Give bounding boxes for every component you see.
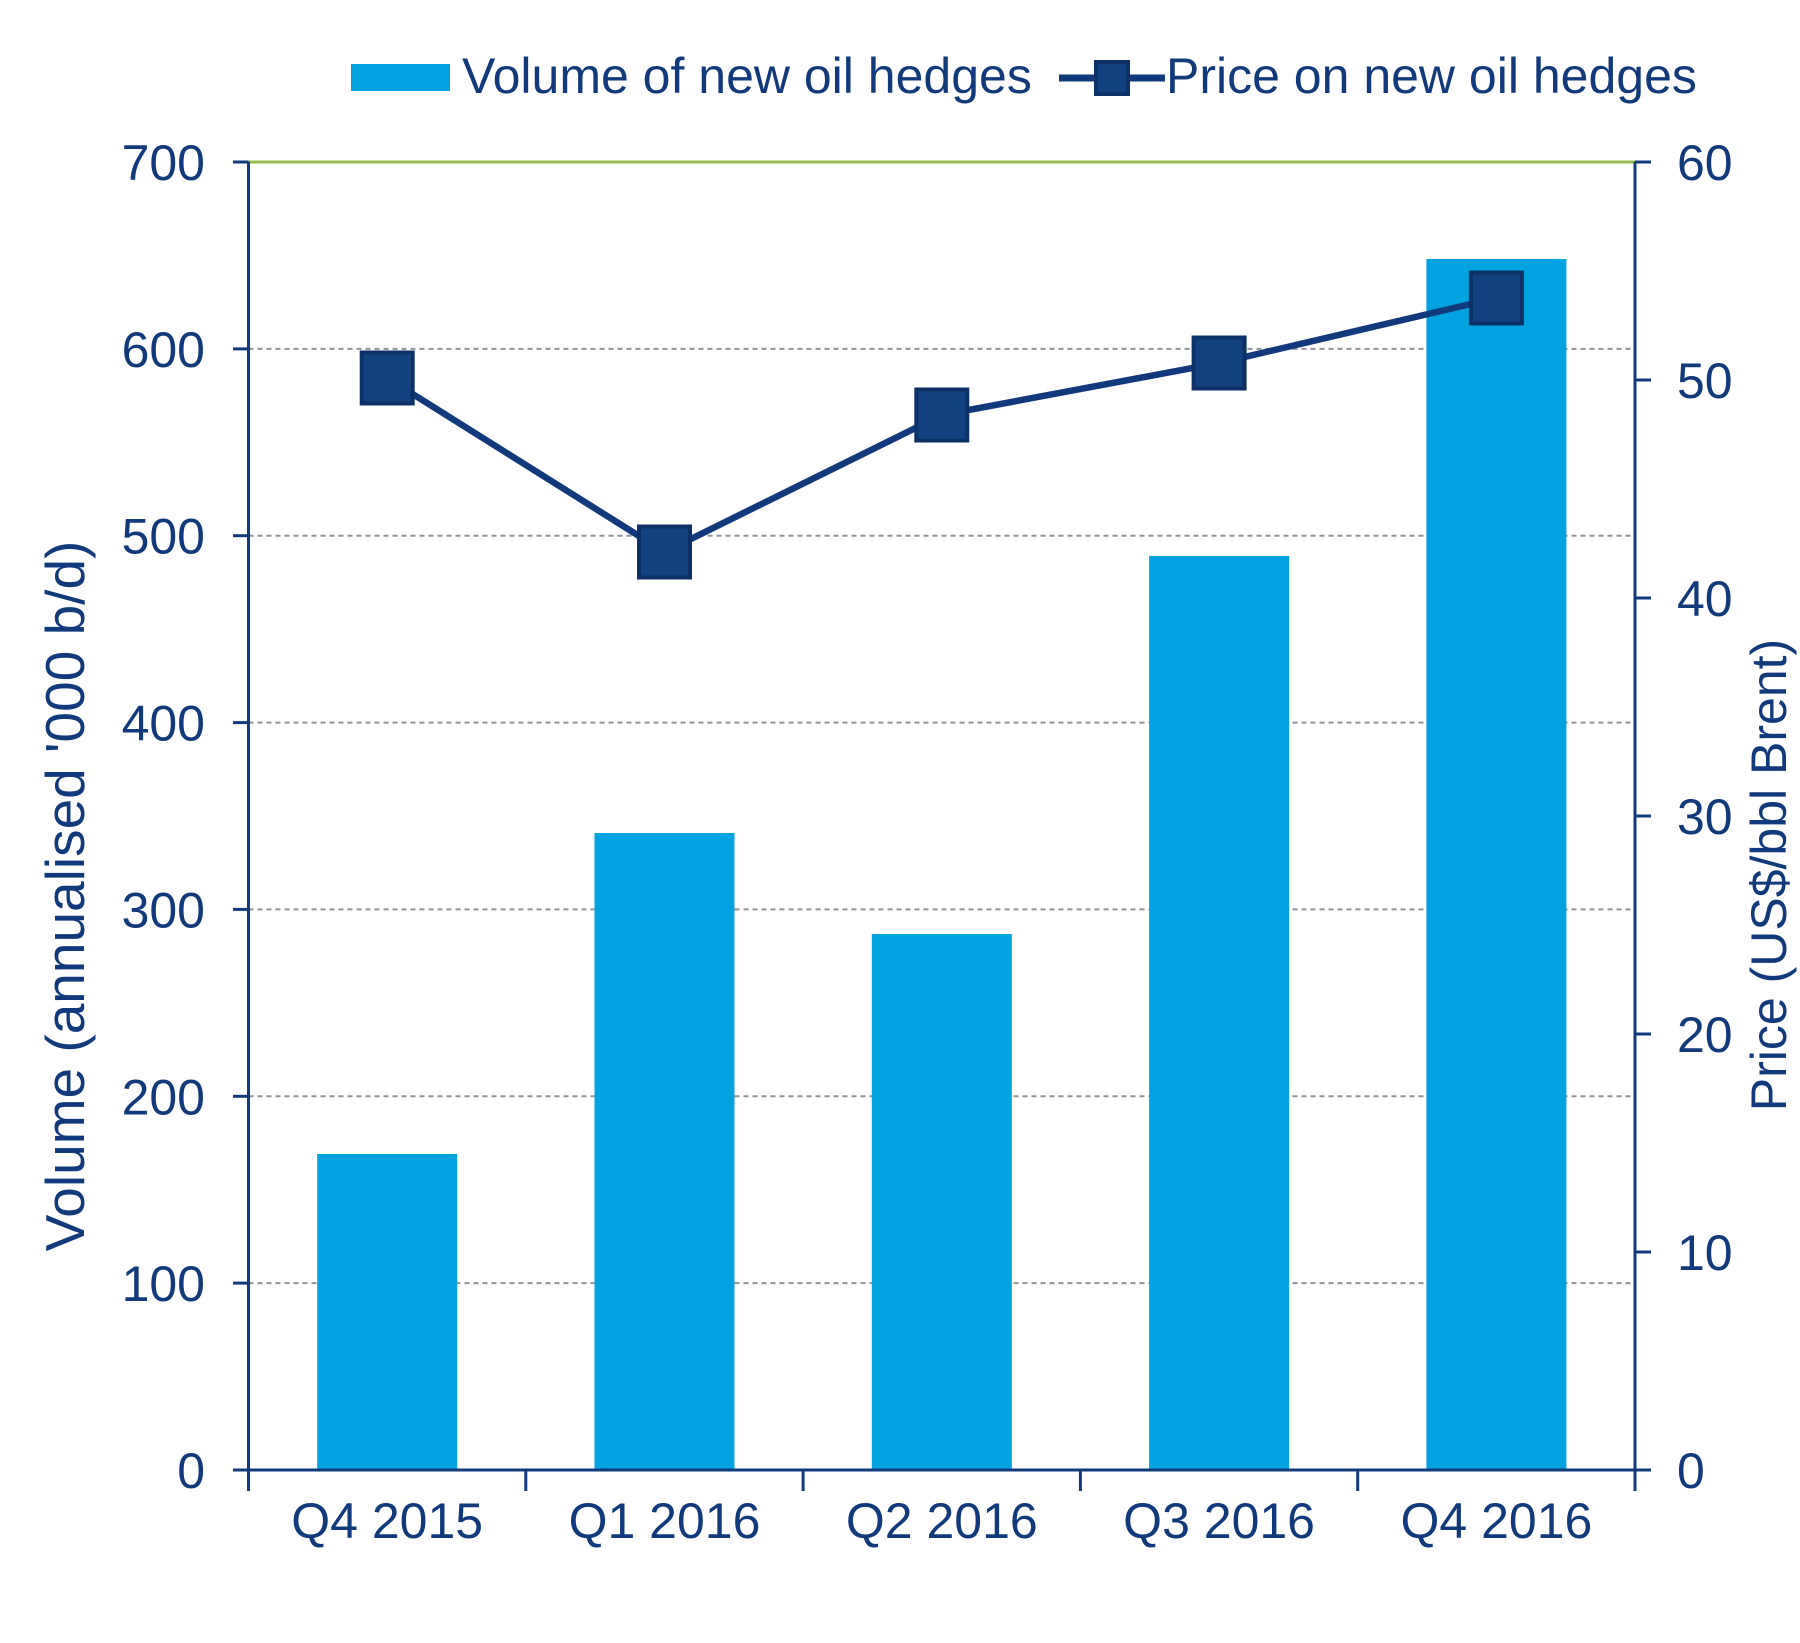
svg-text:700: 700 — [122, 135, 205, 191]
svg-text:Q4 2015: Q4 2015 — [291, 1493, 483, 1549]
svg-text:400: 400 — [122, 696, 205, 752]
svg-text:Q4 2016: Q4 2016 — [1400, 1493, 1592, 1549]
svg-text:30: 30 — [1677, 789, 1733, 845]
svg-text:0: 0 — [177, 1443, 205, 1499]
svg-text:300: 300 — [122, 882, 205, 938]
svg-text:600: 600 — [122, 322, 205, 378]
svg-text:0: 0 — [1677, 1443, 1705, 1499]
svg-text:Volume of new oil hedges: Volume of new oil hedges — [462, 48, 1032, 104]
svg-text:100: 100 — [122, 1256, 205, 1312]
svg-text:500: 500 — [122, 509, 205, 565]
svg-text:Volume (annualised '000 b/d): Volume (annualised '000 b/d) — [34, 541, 96, 1252]
svg-text:40: 40 — [1677, 571, 1733, 627]
svg-text:20: 20 — [1677, 1007, 1733, 1063]
svg-text:Q1 2016: Q1 2016 — [569, 1493, 761, 1549]
svg-text:60: 60 — [1677, 135, 1733, 191]
svg-text:Price on new oil hedges: Price on new oil hedges — [1166, 48, 1697, 104]
svg-text:200: 200 — [122, 1069, 205, 1125]
svg-text:10: 10 — [1677, 1225, 1733, 1281]
svg-text:Price (US$/bbl Brent): Price (US$/bbl Brent) — [1741, 639, 1797, 1111]
svg-text:Q2 2016: Q2 2016 — [846, 1493, 1038, 1549]
svg-text:50: 50 — [1677, 353, 1733, 409]
svg-text:Q3 2016: Q3 2016 — [1123, 1493, 1315, 1549]
